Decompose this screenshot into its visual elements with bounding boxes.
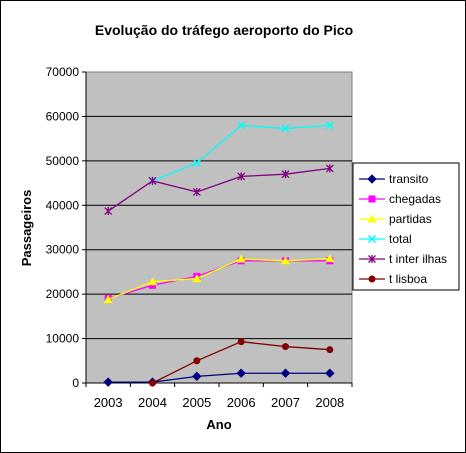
data-point xyxy=(237,172,246,181)
data-point xyxy=(325,164,334,173)
data-point xyxy=(282,343,289,351)
data-point xyxy=(325,121,334,130)
legend-marker xyxy=(367,214,377,223)
x-tick-label: 2005 xyxy=(182,395,211,410)
y-tick-label: 10000 xyxy=(46,332,80,346)
legend-marker xyxy=(368,195,376,203)
y-tick-label: 30000 xyxy=(46,243,80,257)
legend-marker xyxy=(368,275,376,283)
legend-item: chegadas xyxy=(359,192,441,206)
legend: transito chegadas partidas total t inter ilh… xyxy=(352,162,460,291)
data-point xyxy=(281,256,290,265)
data-point xyxy=(192,159,201,168)
data-point xyxy=(236,254,246,263)
x-axis-label: Ano xyxy=(206,417,231,432)
legend-label: t inter ilhas xyxy=(389,252,447,266)
series-line xyxy=(107,167,330,212)
legend-item: t lisboa xyxy=(359,272,427,286)
legend-item: transito xyxy=(359,172,429,186)
y-axis-label: Passageiros xyxy=(19,190,34,267)
x-tick-label: 2008 xyxy=(315,395,344,410)
data-point xyxy=(281,170,290,179)
y-tick-label: 60000 xyxy=(46,109,80,123)
series-line xyxy=(108,372,330,383)
series-partidas xyxy=(103,254,335,303)
series-transito xyxy=(103,368,335,387)
legend-item: t inter ilhas xyxy=(359,252,447,266)
data-point xyxy=(104,207,113,216)
data-point xyxy=(149,379,156,387)
data-point xyxy=(148,277,157,286)
data-point xyxy=(103,294,113,303)
data-point xyxy=(280,368,291,378)
legend-label: transito xyxy=(389,172,429,186)
legend-item: partidas xyxy=(359,212,432,226)
plot-area xyxy=(85,71,353,384)
y-tick-label: 20000 xyxy=(46,287,80,301)
data-point xyxy=(281,124,290,133)
y-tick-label: 50000 xyxy=(46,154,80,168)
legend-label: partidas xyxy=(389,212,432,226)
legend-label: t lisboa xyxy=(389,272,427,286)
x-tick-label: 2004 xyxy=(138,395,167,410)
data-point xyxy=(192,187,201,196)
data-point xyxy=(326,346,334,354)
data-point xyxy=(236,368,246,378)
data-point xyxy=(192,274,202,283)
legend-label: chegadas xyxy=(389,192,441,206)
data-point xyxy=(237,121,246,130)
data-point xyxy=(325,368,335,378)
data-point xyxy=(193,357,201,365)
y-tick-label: 0 xyxy=(72,376,79,390)
x-tick-label: 2007 xyxy=(271,395,300,410)
legend-marker xyxy=(367,234,377,244)
data-point xyxy=(237,338,245,346)
series-line xyxy=(107,257,330,301)
chart-title: Evolução do tráfego aeroporto do Pico xyxy=(95,22,353,38)
data-point xyxy=(103,377,113,387)
y-tick-label: 40000 xyxy=(46,198,80,212)
data-point xyxy=(325,254,335,263)
legend-label: total xyxy=(389,232,412,246)
data-point xyxy=(192,371,202,382)
x-tick-label: 2003 xyxy=(94,395,123,410)
legend-marker xyxy=(367,174,377,184)
series-t-lisboa xyxy=(149,338,334,387)
legend-item: total xyxy=(359,232,412,246)
data-point xyxy=(149,281,156,289)
series-t-inter-ilhas xyxy=(104,164,334,216)
legend-marker xyxy=(368,255,376,263)
x-tick-label: 2006 xyxy=(227,395,256,410)
y-tick-label: 70000 xyxy=(46,65,80,79)
data-point xyxy=(148,176,157,185)
